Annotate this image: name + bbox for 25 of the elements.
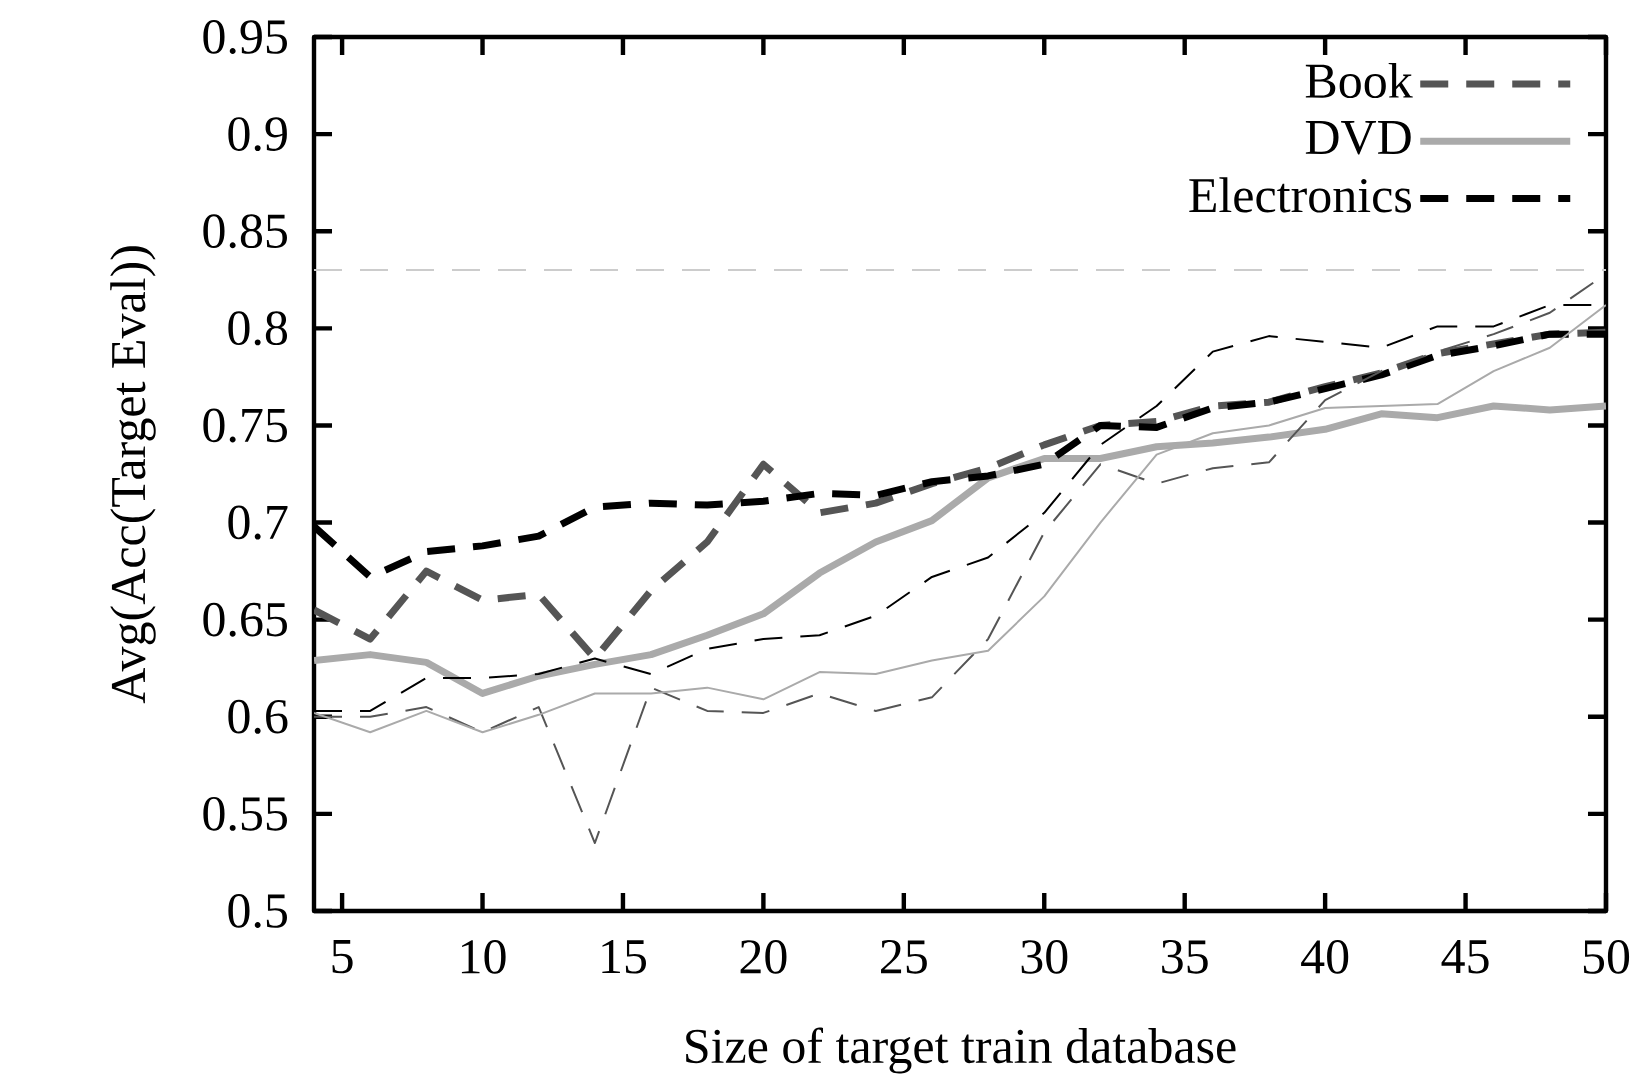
y-axis-title: Avg(Acc(Target Eval)) bbox=[110, 246, 156, 704]
y-tick-label: 0.95 bbox=[203, 20, 287, 54]
x-tick-label: 20 bbox=[740, 940, 787, 974]
x-tick-label: 45 bbox=[1441, 940, 1489, 974]
y-tick-label: 0.7 bbox=[228, 505, 288, 540]
y-tick-label: 0.8 bbox=[228, 311, 288, 346]
x-tick-label: 25 bbox=[881, 940, 927, 974]
y-tick-label: 0.55 bbox=[203, 796, 287, 831]
x-tick-label: 40 bbox=[1301, 940, 1349, 974]
y-tick-label: 0.6 bbox=[228, 699, 288, 734]
y-tick-label: 0.85 bbox=[203, 214, 287, 249]
legend-label: Electronics bbox=[1189, 177, 1411, 213]
y-tick-label: 0.65 bbox=[203, 602, 287, 637]
legend-label: Book bbox=[1305, 62, 1413, 99]
y-tick-label: 0.75 bbox=[203, 408, 287, 443]
x-tick-label: 5 bbox=[332, 940, 353, 974]
y-tick-label: 0.5 bbox=[228, 894, 287, 928]
x-tick-label: 35 bbox=[1162, 940, 1208, 974]
legend-label: DVD bbox=[1305, 121, 1411, 155]
x-tick-label: 30 bbox=[1021, 940, 1068, 974]
x-axis-title: Size of target train database bbox=[686, 1027, 1236, 1074]
x-tick-label: 10 bbox=[461, 940, 506, 974]
x-tick-label: 15 bbox=[602, 940, 647, 974]
x-tick-label: 50 bbox=[1583, 940, 1630, 974]
y-tick-label: 0.9 bbox=[228, 117, 287, 152]
